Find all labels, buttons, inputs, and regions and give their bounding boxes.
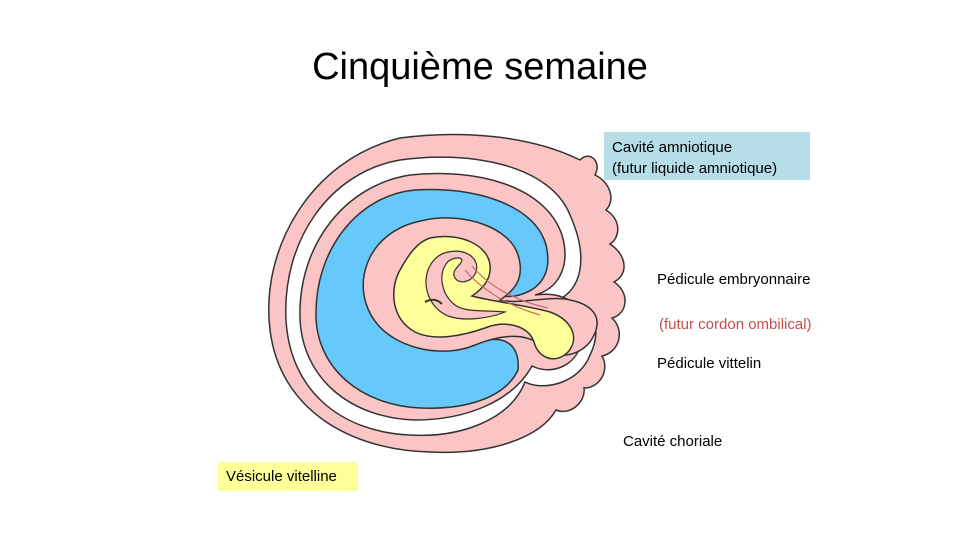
vitelline-stalk-label: Pédicule vittelin (657, 355, 762, 372)
slide-title: Cinquième semaine (312, 46, 648, 88)
embryo-diagram (268, 133, 626, 454)
stalk-line-1 (464, 269, 541, 316)
amniotic-cavity-label: Cavité amniotique (futur liquide amnioti… (604, 132, 810, 180)
embryonic-stalk-label: Pédicule embryonnaire (657, 271, 811, 288)
embryo-notch (424, 298, 443, 305)
stalk-line-2 (471, 265, 549, 309)
amniotic-cavity-label-line2: (futur liquide amniotique) (612, 160, 778, 177)
yolk-sac-label: Vésicule vitelline (218, 462, 358, 491)
umbilical-cord-label: (futur cordon ombilical) (659, 316, 812, 333)
chorionic-cavity-label: Cavité choriale (623, 433, 723, 450)
amniotic-cavity-label-line1: Cavité amniotique (612, 139, 733, 156)
embryo-inner-fold (425, 250, 508, 320)
